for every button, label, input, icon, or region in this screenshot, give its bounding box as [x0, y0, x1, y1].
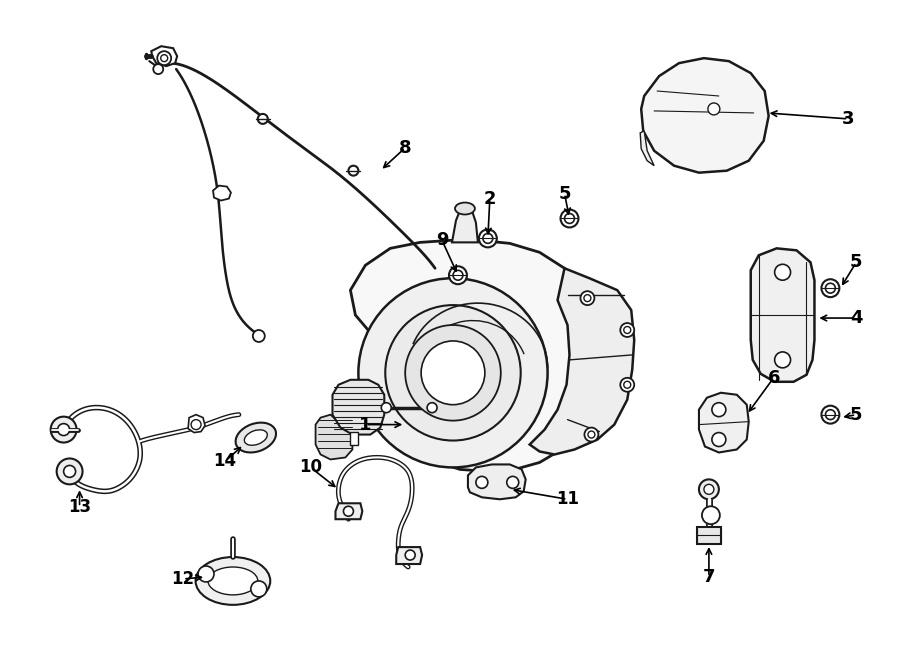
Circle shape [449, 266, 467, 284]
Polygon shape [151, 46, 177, 66]
Circle shape [198, 566, 214, 582]
Circle shape [624, 381, 631, 388]
Circle shape [348, 166, 358, 175]
Text: 4: 4 [850, 309, 862, 327]
Text: 8: 8 [399, 139, 411, 157]
Circle shape [702, 506, 720, 524]
Circle shape [405, 550, 415, 560]
Circle shape [620, 378, 634, 392]
Circle shape [483, 234, 493, 244]
Circle shape [50, 416, 76, 442]
Polygon shape [396, 547, 422, 564]
Polygon shape [336, 503, 363, 519]
Circle shape [708, 103, 720, 115]
Circle shape [257, 114, 268, 124]
Ellipse shape [208, 567, 257, 595]
Polygon shape [697, 527, 721, 544]
Circle shape [382, 402, 392, 412]
Ellipse shape [455, 203, 475, 214]
Circle shape [253, 330, 265, 342]
Circle shape [825, 410, 835, 420]
Circle shape [251, 581, 266, 597]
Polygon shape [350, 240, 599, 471]
Ellipse shape [236, 422, 276, 452]
Circle shape [161, 55, 167, 62]
Text: 14: 14 [213, 452, 237, 471]
Circle shape [158, 51, 171, 65]
Circle shape [421, 341, 485, 404]
Circle shape [385, 305, 521, 440]
Circle shape [712, 402, 725, 416]
Polygon shape [468, 465, 526, 499]
Circle shape [712, 432, 725, 446]
Circle shape [405, 325, 500, 420]
Circle shape [479, 230, 497, 248]
Circle shape [825, 283, 835, 293]
Circle shape [822, 406, 840, 424]
Text: 12: 12 [172, 570, 194, 588]
Circle shape [428, 402, 437, 412]
Text: 3: 3 [842, 110, 855, 128]
Polygon shape [641, 58, 769, 173]
Polygon shape [751, 248, 815, 382]
Circle shape [584, 295, 591, 302]
Circle shape [358, 278, 547, 467]
Text: 1: 1 [359, 416, 372, 434]
Circle shape [775, 264, 790, 280]
Text: 6: 6 [768, 369, 780, 387]
Text: 7: 7 [703, 568, 716, 586]
Circle shape [561, 209, 579, 228]
Circle shape [453, 270, 463, 280]
Circle shape [588, 431, 595, 438]
Text: 2: 2 [483, 189, 496, 208]
Text: 9: 9 [436, 232, 448, 250]
Circle shape [57, 459, 83, 485]
Polygon shape [699, 393, 749, 453]
Polygon shape [213, 185, 231, 201]
Polygon shape [640, 131, 654, 166]
Text: 10: 10 [299, 458, 322, 477]
Text: 11: 11 [556, 491, 579, 508]
Circle shape [64, 465, 76, 477]
Circle shape [620, 323, 634, 337]
Ellipse shape [195, 557, 270, 605]
Circle shape [775, 352, 790, 368]
Text: 5: 5 [850, 254, 862, 271]
Circle shape [624, 326, 631, 334]
Polygon shape [350, 432, 358, 444]
Ellipse shape [244, 430, 267, 446]
Polygon shape [332, 380, 384, 434]
Circle shape [564, 214, 574, 223]
Circle shape [476, 477, 488, 489]
Circle shape [704, 485, 714, 495]
Circle shape [507, 477, 518, 489]
Polygon shape [452, 209, 478, 242]
Polygon shape [530, 268, 634, 455]
Circle shape [191, 420, 201, 430]
Polygon shape [188, 414, 205, 432]
Text: 13: 13 [68, 498, 91, 516]
Polygon shape [316, 414, 353, 459]
Circle shape [153, 64, 163, 74]
Circle shape [580, 291, 594, 305]
Text: 5: 5 [850, 406, 862, 424]
Circle shape [699, 479, 719, 499]
Circle shape [584, 428, 598, 442]
Circle shape [344, 506, 354, 516]
Circle shape [822, 279, 840, 297]
Circle shape [58, 424, 69, 436]
Text: 5: 5 [558, 185, 571, 203]
